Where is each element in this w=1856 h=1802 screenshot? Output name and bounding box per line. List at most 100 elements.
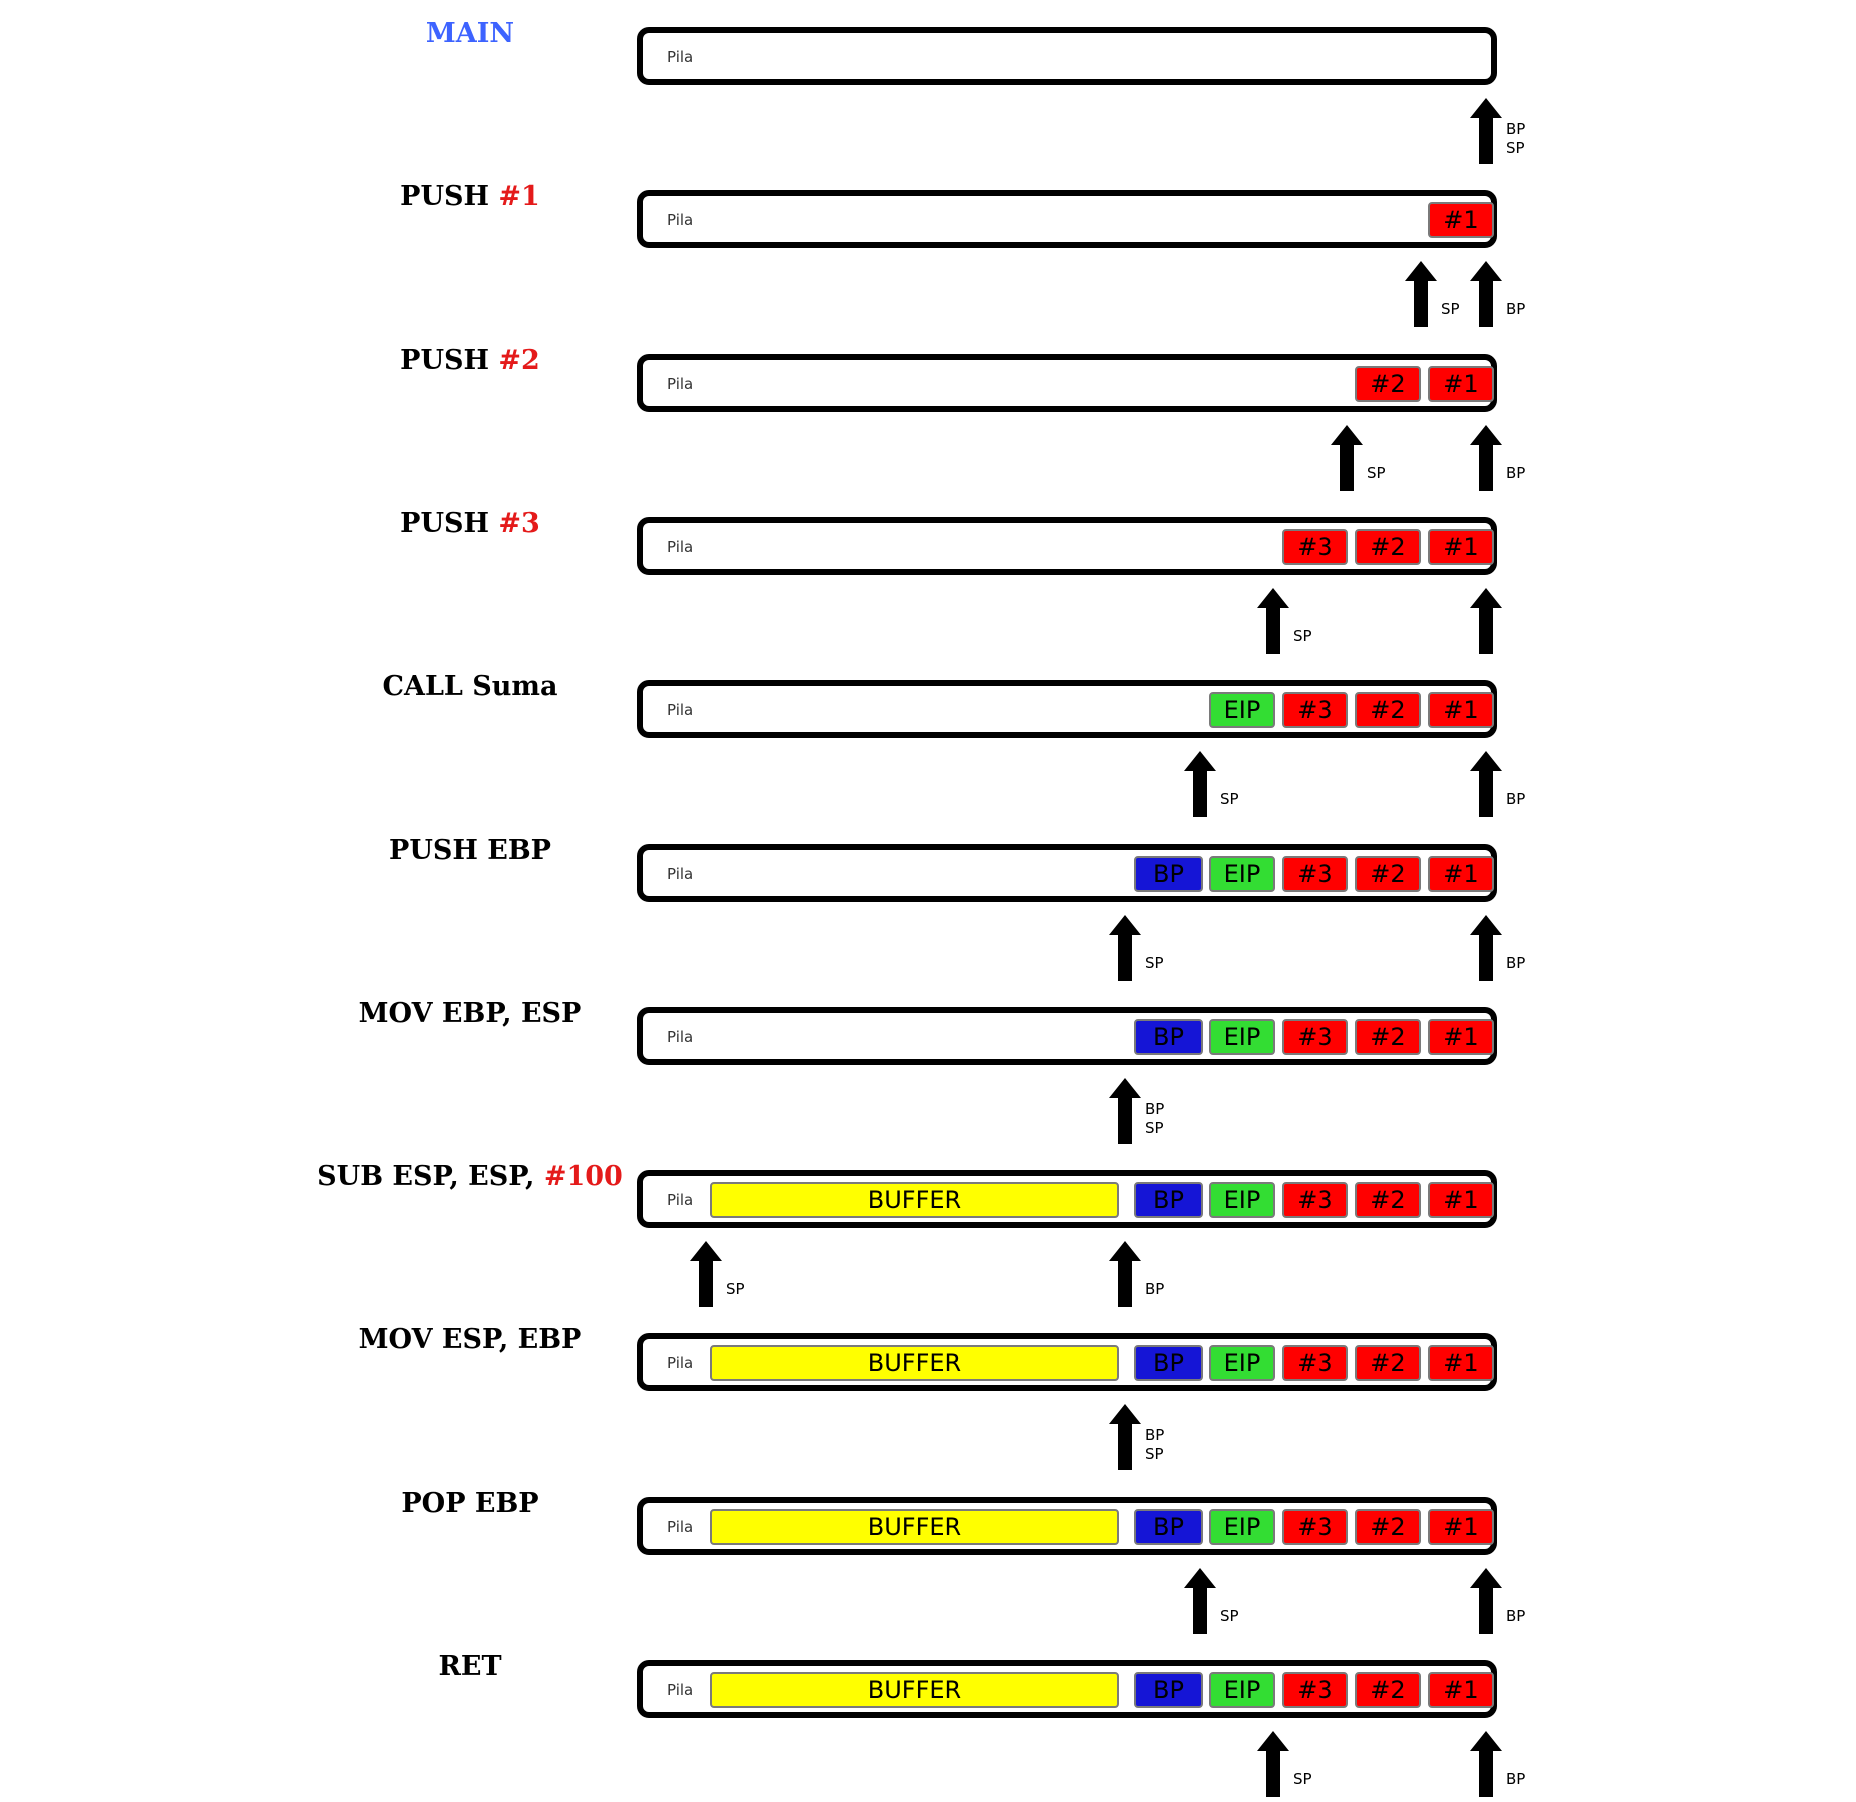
instruction-text: MAIN (425, 18, 515, 49)
instruction-text: POP EBP (401, 1487, 539, 1519)
stack-cell: #1 (1428, 1345, 1494, 1382)
up-arrow-icon (1184, 1567, 1216, 1634)
pointer-label: BP (1506, 464, 1525, 483)
instruction-operand: #2 (498, 344, 540, 376)
up-arrow-icon (1257, 1731, 1289, 1797)
pointer-label: BP (1506, 300, 1525, 319)
up-arrow-icon (1470, 98, 1502, 164)
stack-cell: EIP (1209, 855, 1275, 892)
register-name: SP (1145, 1445, 1164, 1464)
up-arrow-icon (1109, 1404, 1141, 1471)
stack-cell: #2 (1355, 528, 1421, 565)
instruction-label: MAIN (426, 18, 514, 49)
register-name: SP (726, 1280, 745, 1299)
up-arrow-icon (1470, 261, 1502, 328)
stack-box: Pila BUFFER BP EIP #3 #2 #1 (637, 1496, 1497, 1555)
stack-cell: #3 (1282, 528, 1348, 565)
stack-title: Pila (667, 1354, 694, 1373)
stack-box: Pila (637, 27, 1497, 85)
register-name: SP (1441, 300, 1460, 319)
register-name: BP (1145, 1426, 1165, 1445)
instruction-label: PUSH #3 (400, 508, 540, 539)
pointer-label: BP SP (1145, 1426, 1164, 1464)
instruction-label: POP EBP (401, 1488, 538, 1519)
register-name: SP (1220, 790, 1239, 809)
register-name: BP (1506, 300, 1526, 319)
stack-title: Pila (667, 1027, 694, 1046)
stack-cell: BP (1134, 1672, 1203, 1708)
stack-title: Pila (667, 1191, 694, 1210)
pointer-label: SP (1220, 1607, 1239, 1626)
instruction-operand: #100 (543, 1161, 623, 1193)
pointer-label: SP (1220, 790, 1239, 809)
stack-cell: #1 (1428, 202, 1494, 239)
up-arrow-icon (1470, 424, 1502, 491)
step-row: MOV EBP, ESP Pila BP EIP #3 #2 #1 BP SP (0, 980, 1856, 1144)
stack-box: Pila #3 #2 #1 (637, 516, 1497, 575)
instruction-text: RET (438, 1651, 502, 1682)
stack-cell: #2 (1355, 365, 1421, 402)
stack-cell: #1 (1428, 1182, 1494, 1219)
register-name: BP (1506, 120, 1526, 138)
stack-cell: BUFFER (710, 1508, 1119, 1545)
up-arrow-icon (1257, 587, 1289, 654)
stack-cell: BUFFER (710, 1672, 1119, 1708)
instruction-label: MOV ESP, EBP (359, 1324, 582, 1355)
register-name: SP (1367, 463, 1386, 482)
pointer-label: SP (1145, 954, 1164, 973)
up-arrow-icon (1109, 914, 1141, 981)
stack-cell: #2 (1355, 1182, 1421, 1219)
stack-cell: EIP (1209, 1672, 1275, 1708)
stack-cell: #3 (1282, 1508, 1348, 1545)
up-arrow-icon (1470, 914, 1502, 981)
instruction-label: PUSH #1 (400, 181, 540, 212)
up-arrow-icon (1331, 424, 1363, 491)
instruction-label: CALL Suma (383, 671, 558, 702)
step-row: MOV ESP, EBP Pila BUFFER BP EIP #3 #2 #1 BP SP (0, 1306, 1856, 1471)
stack-cell: #2 (1355, 1508, 1421, 1545)
stack-cell: #1 (1428, 855, 1494, 892)
instruction-operand: #1 (498, 181, 540, 213)
step-row: POP EBP Pila BUFFER BP EIP #3 #2 #1 SP BP (0, 1470, 1856, 1634)
register-name: BP (1506, 790, 1526, 809)
step-row: PUSH #2 Pila #2 #1 SP BP (0, 327, 1856, 491)
stack-cell: #3 (1282, 1182, 1348, 1219)
step-row: PUSH EBP Pila BP EIP #3 #2 #1 SP BP (0, 817, 1856, 981)
stack-cell: #3 (1282, 692, 1348, 729)
register-name: SP (1145, 1118, 1164, 1137)
up-arrow-icon (690, 1241, 722, 1308)
step-row: MAIN Pila BP SP (0, 0, 1856, 164)
step-row: PUSH #1 Pila #1 SP BP (0, 163, 1856, 328)
instruction-text: PUSH (400, 507, 499, 539)
up-arrow-icon (1184, 751, 1216, 818)
stack-cell: EIP (1209, 1182, 1275, 1219)
stack-cell: #1 (1428, 365, 1494, 402)
stack-cell: #2 (1355, 855, 1421, 892)
pointer-label: BP (1506, 790, 1525, 809)
stack-cell: BUFFER (710, 1345, 1119, 1382)
stack-title: Pila (667, 374, 694, 393)
stack-cell: EIP (1209, 1345, 1275, 1382)
stack-box: Pila BUFFER BP EIP #3 #2 #1 (637, 1333, 1497, 1392)
pointer-label: SP (1293, 627, 1312, 646)
instruction-label: SUB ESP, ESP, #100 (317, 1161, 623, 1192)
register-name: SP (1145, 953, 1164, 972)
stack-cell: #2 (1355, 1672, 1421, 1708)
register-name: SP (1220, 1606, 1239, 1625)
pointer-label: BP (1506, 1607, 1525, 1626)
stack-cell: #3 (1282, 1018, 1348, 1055)
pointer-label: BP (1506, 954, 1525, 973)
instruction-text: PUSH (400, 344, 499, 376)
stack-title: Pila (667, 48, 694, 66)
register-name: BP (1145, 1099, 1165, 1118)
register-name: SP (1506, 139, 1525, 157)
stack-cell: BP (1134, 1182, 1203, 1219)
stack-cell: #3 (1282, 1672, 1348, 1708)
stack-cell: EIP (1209, 1018, 1275, 1055)
pointer-label: BP (1145, 1280, 1164, 1299)
instruction-label: PUSH EBP (389, 835, 551, 866)
pointer-label: BP SP (1506, 120, 1525, 158)
up-arrow-icon (1470, 1731, 1502, 1797)
pointer-label: SP (726, 1280, 745, 1299)
stack-box: Pila EIP #3 #2 #1 (637, 680, 1497, 739)
